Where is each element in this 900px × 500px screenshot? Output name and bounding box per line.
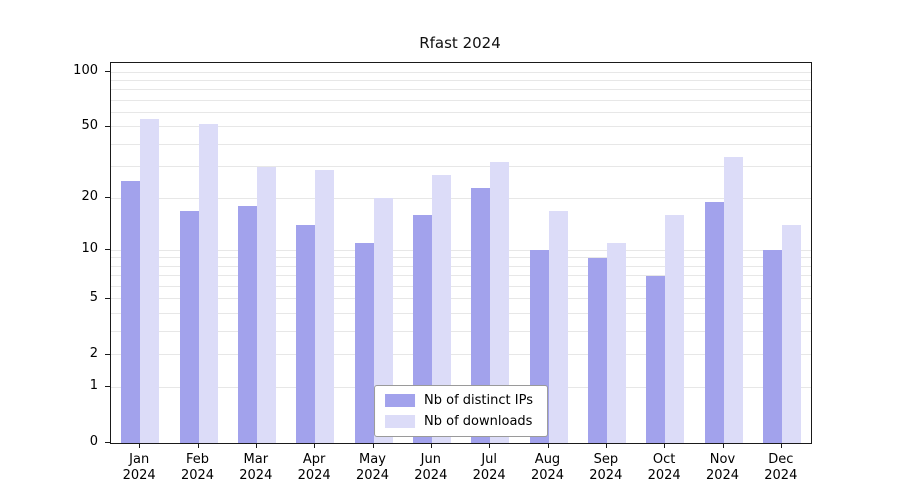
gridline	[111, 197, 811, 199]
bar-nb-of-distinct-ips	[354, 243, 374, 443]
bar-nb-of-downloads	[431, 175, 451, 443]
y-tick-label: 100	[73, 63, 98, 78]
y-tick-mark	[105, 71, 110, 72]
y-tick-mark	[105, 353, 110, 355]
gridline	[111, 286, 811, 288]
gridline	[111, 249, 811, 251]
bar-nb-of-distinct-ips	[471, 187, 491, 443]
bar-nb-of-distinct-ips	[237, 206, 257, 443]
x-tick-mark	[197, 443, 199, 448]
bar-nb-of-distinct-ips	[762, 250, 782, 443]
x-tick-label: Nov 2024	[705, 452, 740, 483]
x-tick-mark	[430, 443, 432, 448]
gridline	[111, 166, 811, 168]
x-axis: Jan 2024 Feb 2024 Mar 2024 Apr 2024 May 2024 Jun 20…	[110, 443, 810, 489]
x-tick-label: Jan 2024	[122, 452, 156, 483]
bar-nb-of-downloads	[373, 198, 393, 443]
y-tick-label: 5	[89, 289, 98, 305]
bar-nb-of-downloads	[665, 215, 685, 443]
chart-title: Rfast 2024	[419, 34, 501, 52]
gridline	[111, 79, 811, 81]
legend-label-downloads: Nb of downloads	[424, 414, 533, 429]
bar-nb-of-distinct-ips	[704, 202, 724, 443]
legend-label-distinct-ips: Nb of distinct IPs	[424, 393, 533, 408]
x-tick-mark	[372, 443, 374, 448]
y-tick-label: 20	[81, 189, 98, 205]
x-tick-mark	[139, 443, 141, 448]
x-tick-label: Mar 2024	[239, 452, 273, 483]
gridline	[111, 99, 811, 101]
legend-item-distinct-ips: Nb of distinct IPs	[385, 393, 533, 408]
bar-nb-of-distinct-ips	[646, 275, 666, 443]
bar-nb-of-downloads	[723, 157, 743, 443]
x-tick-label: Jul 2024	[472, 452, 506, 483]
x-tick-label: Sep 2024	[589, 452, 623, 483]
legend-swatch-distinct-ips	[385, 394, 416, 407]
gridline	[111, 89, 811, 91]
gridline	[111, 257, 811, 259]
bar-nb-of-downloads	[490, 161, 510, 443]
legend: Nb of distinct IPs Nb of downloads	[374, 385, 548, 437]
y-axis: 0 1 2 5 10 20 50 100	[58, 62, 110, 449]
bar-nb-of-downloads	[198, 123, 218, 443]
bar-nb-of-downloads	[606, 243, 626, 443]
plot-area: Nb of distinct IPs Nb of downloads	[110, 62, 812, 444]
gridline	[111, 354, 811, 356]
gridline	[111, 143, 811, 145]
gridline	[111, 313, 811, 315]
gridline	[111, 265, 811, 267]
x-tick-label: Aug 2024	[530, 452, 565, 483]
y-tick-mark	[105, 197, 110, 199]
y-tick-mark	[105, 125, 110, 127]
x-tick-label: Feb 2024	[180, 452, 215, 483]
x-tick-mark	[722, 443, 724, 448]
y-tick-mark	[105, 442, 110, 443]
gridline	[111, 331, 811, 333]
x-tick-mark	[664, 443, 666, 448]
gridline	[111, 71, 811, 73]
bar-nb-of-downloads	[781, 225, 801, 443]
x-tick-label: Apr 2024	[297, 452, 331, 483]
x-tick-mark	[489, 443, 491, 448]
x-tick-mark	[255, 443, 257, 448]
gridline	[111, 275, 811, 277]
y-tick-mark	[105, 386, 110, 388]
bar-nb-of-distinct-ips	[587, 257, 607, 443]
x-tick-mark	[605, 443, 607, 448]
y-tick-label: 0	[89, 434, 98, 449]
bar-nb-of-distinct-ips	[179, 210, 199, 443]
x-tick-mark	[547, 443, 549, 448]
y-tick-label: 2	[89, 345, 98, 361]
gridline	[111, 112, 811, 114]
x-tick-label: May 2024	[355, 452, 390, 483]
gridline	[111, 126, 811, 128]
bar-nb-of-distinct-ips	[121, 181, 141, 443]
x-tick-label: Jun 2024	[414, 452, 448, 483]
x-tick-mark	[314, 443, 316, 448]
x-tick-label: Oct 2024	[647, 452, 681, 483]
y-tick-mark	[105, 297, 110, 299]
y-tick-label: 50	[81, 117, 98, 133]
bar-nb-of-downloads	[256, 166, 276, 443]
gridline	[111, 298, 811, 300]
y-tick-label: 10	[81, 241, 98, 257]
bar-nb-of-downloads	[315, 169, 335, 443]
y-tick-label: 1	[89, 378, 98, 394]
bar-nb-of-downloads	[140, 119, 160, 443]
x-tick-label: Dec 2024	[764, 452, 798, 483]
y-tick-mark	[105, 249, 110, 251]
legend-item-downloads: Nb of downloads	[385, 414, 533, 429]
bar-nb-of-downloads	[548, 210, 568, 443]
x-tick-mark	[780, 443, 782, 448]
bar-nb-of-distinct-ips	[296, 225, 316, 443]
legend-swatch-downloads	[385, 415, 416, 428]
